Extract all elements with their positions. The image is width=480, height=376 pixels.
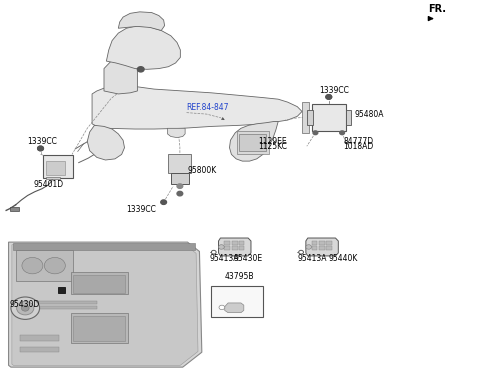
Polygon shape — [9, 242, 202, 367]
Text: 95430D: 95430D — [10, 300, 40, 309]
Polygon shape — [218, 238, 251, 256]
Polygon shape — [104, 58, 137, 94]
Circle shape — [219, 305, 225, 310]
Bar — [237, 131, 269, 154]
Polygon shape — [12, 245, 198, 365]
Polygon shape — [87, 125, 124, 160]
Bar — [319, 241, 325, 245]
Circle shape — [137, 67, 144, 72]
Bar — [302, 102, 309, 133]
Circle shape — [177, 184, 183, 188]
Bar — [232, 246, 238, 250]
Bar — [58, 287, 65, 293]
Polygon shape — [306, 238, 338, 256]
Bar — [312, 105, 346, 131]
Text: 84777D: 84777D — [343, 137, 373, 146]
Text: 95401D: 95401D — [34, 180, 64, 189]
Bar — [46, 177, 60, 179]
Circle shape — [306, 245, 312, 249]
Text: 1129EE: 1129EE — [258, 137, 287, 146]
Polygon shape — [118, 12, 165, 30]
Bar — [211, 286, 263, 317]
Bar — [239, 134, 266, 152]
Circle shape — [17, 302, 34, 315]
Bar — [16, 250, 73, 281]
Text: REF.84-847: REF.84-847 — [187, 103, 229, 112]
Text: 95413A: 95413A — [297, 254, 327, 263]
Bar — [21, 335, 59, 341]
Circle shape — [37, 146, 43, 151]
Circle shape — [11, 297, 39, 319]
Text: FR.: FR. — [429, 5, 446, 14]
Polygon shape — [168, 128, 185, 138]
Text: 95440K: 95440K — [329, 254, 358, 263]
Text: 1339CC: 1339CC — [126, 205, 156, 214]
Text: 95800K: 95800K — [188, 166, 217, 175]
Bar — [46, 161, 65, 175]
Text: 1339CC: 1339CC — [320, 86, 349, 96]
Text: 1125KC: 1125KC — [258, 143, 287, 152]
Bar — [73, 274, 124, 293]
Circle shape — [218, 245, 224, 249]
Bar — [71, 272, 128, 294]
Bar — [171, 173, 190, 183]
Bar — [21, 301, 97, 305]
Text: 1339CC: 1339CC — [28, 137, 58, 146]
Circle shape — [211, 250, 216, 254]
Bar — [71, 313, 128, 343]
Text: 95430E: 95430E — [234, 254, 263, 263]
Bar — [224, 241, 230, 245]
Bar — [73, 315, 124, 341]
Circle shape — [340, 131, 345, 135]
Text: 43795B: 43795B — [225, 272, 254, 281]
Bar — [224, 246, 230, 250]
Bar — [307, 111, 312, 125]
Circle shape — [313, 131, 318, 135]
Polygon shape — [92, 86, 302, 129]
Circle shape — [44, 258, 65, 274]
Text: 95413A: 95413A — [210, 254, 240, 263]
Circle shape — [22, 258, 43, 274]
Polygon shape — [229, 121, 278, 161]
Circle shape — [37, 146, 43, 151]
Bar — [21, 306, 97, 309]
Circle shape — [161, 200, 167, 205]
Bar — [21, 347, 59, 352]
Bar — [319, 246, 325, 250]
Circle shape — [299, 250, 303, 254]
Bar — [232, 241, 238, 245]
Circle shape — [326, 95, 332, 99]
Bar — [326, 241, 332, 245]
Text: 95480A: 95480A — [355, 110, 384, 119]
Circle shape — [177, 191, 183, 196]
Bar — [43, 155, 73, 177]
Bar — [312, 246, 317, 250]
Polygon shape — [225, 303, 244, 313]
Text: 1018AD: 1018AD — [343, 143, 373, 152]
Bar — [312, 241, 317, 245]
Bar — [346, 111, 351, 125]
Bar — [326, 246, 332, 250]
Bar — [10, 207, 19, 211]
Bar — [239, 241, 244, 245]
Polygon shape — [107, 26, 180, 69]
Circle shape — [326, 95, 332, 99]
Bar — [239, 246, 244, 250]
Bar — [13, 243, 195, 250]
Circle shape — [22, 305, 29, 311]
Bar — [168, 154, 192, 173]
